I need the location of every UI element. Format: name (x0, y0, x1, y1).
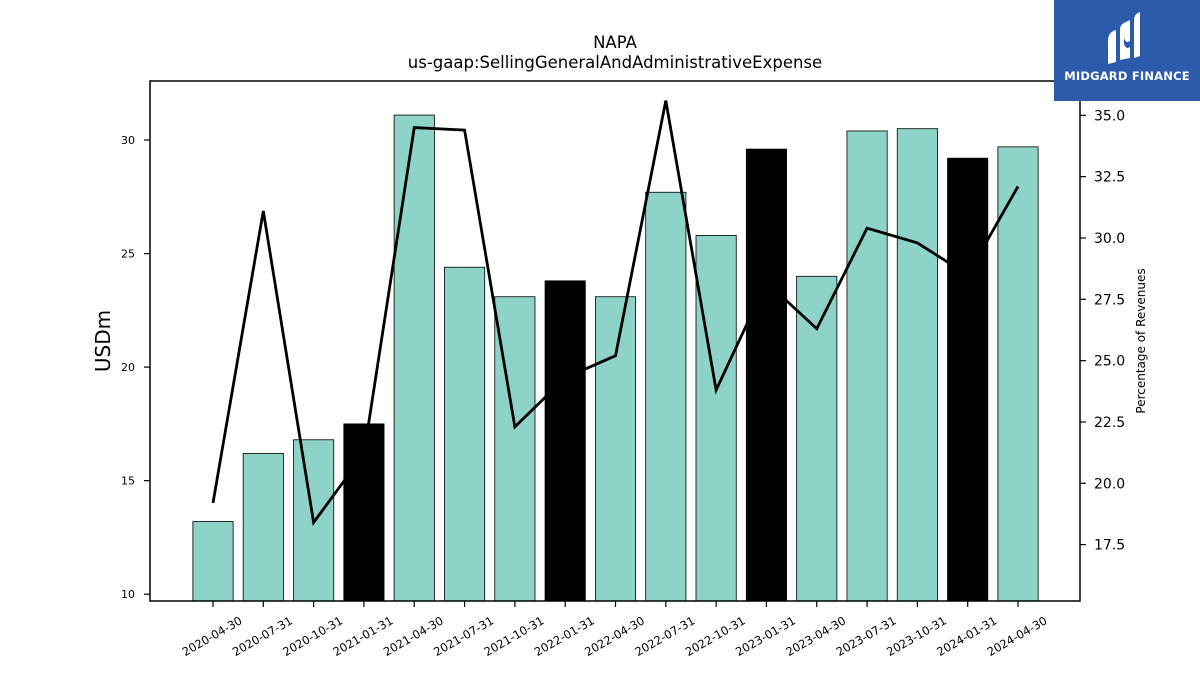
y2-tick-label: 17.5 (1094, 538, 1125, 554)
y2-axis-label: Percentage of Revenues (1134, 268, 1148, 413)
chart-subtitle: us-gaap:SellingGeneralAndAdministrativeE… (408, 53, 822, 72)
y-axis-right: 17.5 20.0 22.5 25.0 27.5 30.0 32.5 35.0 (1080, 108, 1125, 554)
bar-2023-07-31 (846, 130, 888, 602)
bar-2021-07-31 (444, 266, 486, 602)
y-tick-label: 30 (121, 134, 135, 147)
bar-2023-04-30 (796, 275, 838, 602)
y-axis-label: USDm (91, 310, 115, 372)
bar-2020-04-30 (192, 521, 234, 602)
y2-tick-label: 27.5 (1094, 292, 1125, 308)
y-tick-label: 25 (121, 248, 135, 261)
y-tick-label: 10 (121, 588, 135, 601)
y-tick-label: 15 (121, 475, 135, 488)
bar-2023-01-31 (745, 148, 787, 602)
bar-2022-04-30 (594, 296, 637, 602)
bar-2023-10-31 (896, 128, 938, 602)
y2-tick-label: 32.5 (1094, 170, 1125, 186)
y2-tick-label: 20.0 (1094, 476, 1125, 492)
y-axis-left: 10 15 20 25 30 (121, 134, 150, 601)
y2-tick-label: 22.5 (1094, 415, 1125, 431)
bar-2022-10-31 (695, 235, 737, 602)
bar-2022-01-31 (544, 280, 586, 602)
bar-2022-07-31 (645, 191, 687, 602)
midgard-finance-logo: MIDGARD FINANCE (1054, 0, 1200, 101)
bar-2020-07-31 (242, 453, 284, 602)
y-tick-label: 20 (121, 361, 135, 374)
midgard-m-logo-icon (1108, 12, 1140, 64)
bar-2024-04-30 (997, 146, 1039, 602)
y2-tick-label: 30.0 (1094, 231, 1125, 247)
y2-tick-label: 35.0 (1094, 108, 1125, 124)
bar-2024-01-31 (947, 157, 989, 602)
chart-title: NAPA (593, 33, 638, 52)
series-line-percentage (211, 100, 1020, 527)
x-axis: 2020-04-302020-07-312020-10-312021-01-31… (180, 601, 1050, 659)
y2-tick-label: 25.0 (1094, 354, 1125, 370)
bar-2021-04-30 (393, 114, 435, 602)
bar-layer (192, 114, 1039, 602)
logo-text: MIDGARD FINANCE (1064, 69, 1190, 83)
